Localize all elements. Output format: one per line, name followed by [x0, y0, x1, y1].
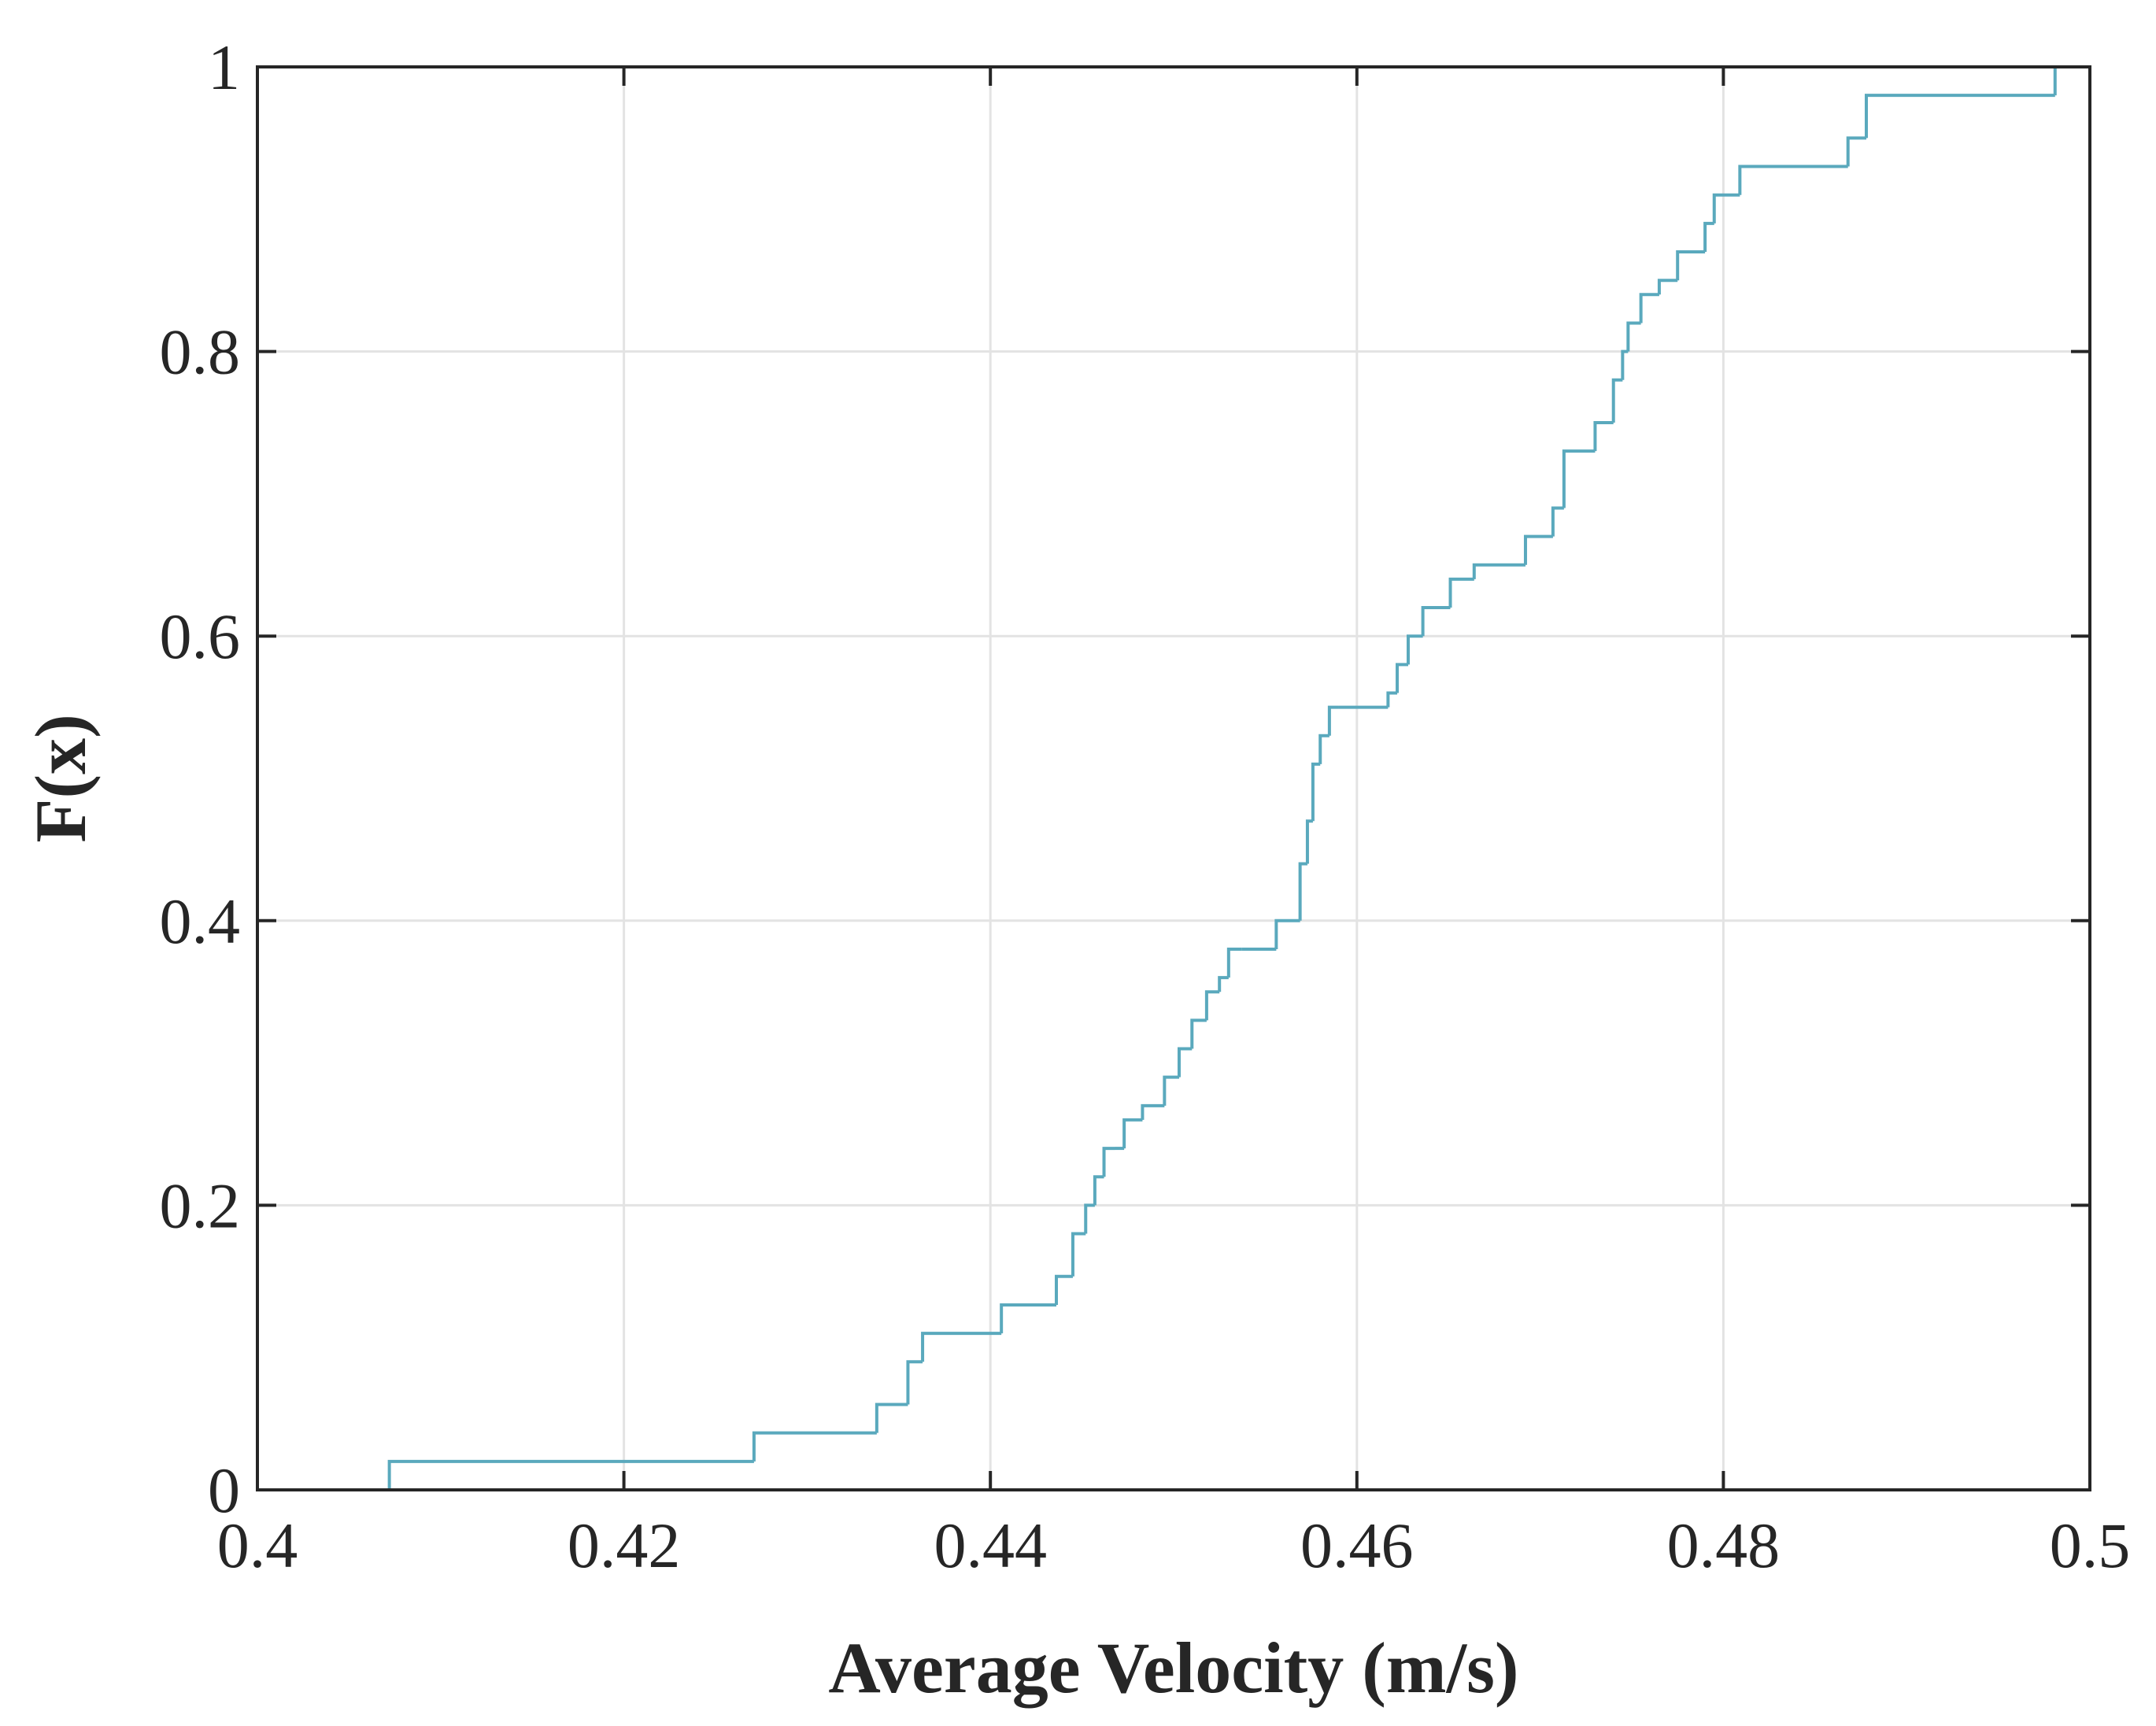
tick-marks [256, 65, 2091, 1491]
ecdf-step [1523, 534, 1553, 565]
y-tick-label: 0.6 [160, 601, 241, 672]
plot-area-border [256, 65, 2091, 1491]
ecdf-step [1621, 349, 1629, 380]
y-tick-label: 0 [208, 1454, 240, 1526]
ecdf-step [1122, 1118, 1143, 1149]
ecdf-step [1305, 819, 1313, 864]
x-tick-label: 0.46 [1300, 1510, 1414, 1581]
ecdf-step [1386, 691, 1398, 708]
x-tick-label: 0.48 [1667, 1510, 1781, 1581]
y-tick-label: 0.2 [160, 1170, 241, 1241]
ecdf-step [1071, 1232, 1086, 1277]
y-tick-label: 1 [208, 31, 240, 103]
ecdf-step [1562, 449, 1596, 508]
x-axis-title: Average Velocity (m/s) [828, 1628, 1518, 1708]
ecdf-step [1084, 1203, 1095, 1234]
ecdf-step [921, 1332, 1002, 1362]
ecdf-step [1703, 221, 1714, 253]
ecdf-step [1406, 634, 1423, 665]
x-tick-label: 0.44 [934, 1510, 1047, 1581]
series-layer [387, 67, 2057, 1490]
ecdf-step [1141, 1103, 1165, 1120]
series-0 [387, 67, 2057, 1490]
ecdf-step [752, 1431, 877, 1462]
ecdf-step [1190, 1018, 1207, 1049]
ecdf-step [1102, 1147, 1115, 1177]
ecdf-step [906, 1360, 923, 1405]
ecdf-step [1611, 378, 1623, 423]
ecdf-step [1639, 293, 1659, 323]
y-axis-title: F(x) [20, 714, 101, 842]
ecdf-step [1163, 1075, 1179, 1106]
ecdf-step [1551, 506, 1564, 537]
y-tick-label: 0.8 [160, 316, 241, 388]
ecdf-step [1055, 1274, 1073, 1305]
ecdf-step [1626, 321, 1641, 352]
y-tick-labels: 0 0.2 0.4 0.6 0.8 1 [160, 31, 241, 1526]
ecdf-step [1712, 193, 1740, 224]
ecdf-step [1864, 94, 2055, 139]
x-tick-label: 0.42 [568, 1510, 681, 1581]
ecdf-step [1318, 734, 1329, 764]
ecdf-step [1311, 762, 1321, 822]
ecdf-step [1421, 606, 1451, 637]
ecdf-step [1396, 663, 1408, 693]
ecdf-step [1657, 279, 1678, 295]
ecdf-step [1448, 577, 1474, 608]
ecdf-step [1327, 705, 1339, 736]
ecdf-step [875, 1403, 908, 1433]
ecdf-step [1298, 862, 1307, 921]
ecdf-step [1846, 136, 1866, 167]
ecdf-step [1177, 1047, 1193, 1077]
ecdf-step [1218, 976, 1229, 992]
ecdf-step [1274, 918, 1300, 949]
ecdf-step [1093, 1175, 1104, 1206]
ecdf-step [1204, 990, 1220, 1021]
ecdf-step [387, 1459, 754, 1490]
x-tick-labels: 0.4 0.42 0.44 0.46 0.48 0.5 [217, 1510, 2131, 1581]
ecdf-step [1472, 563, 1525, 579]
ecdf-step [1593, 421, 1614, 452]
ecdf-step [1738, 164, 1848, 195]
x-tick-label: 0.5 [2050, 1510, 2131, 1581]
y-tick-label: 0.4 [160, 885, 241, 957]
grid [257, 67, 2090, 1490]
x-tick-label: 0.4 [217, 1510, 298, 1581]
ecdf-step [1226, 947, 1242, 978]
ecdf-step [1000, 1303, 1057, 1334]
ecdf-step [1676, 250, 1706, 281]
